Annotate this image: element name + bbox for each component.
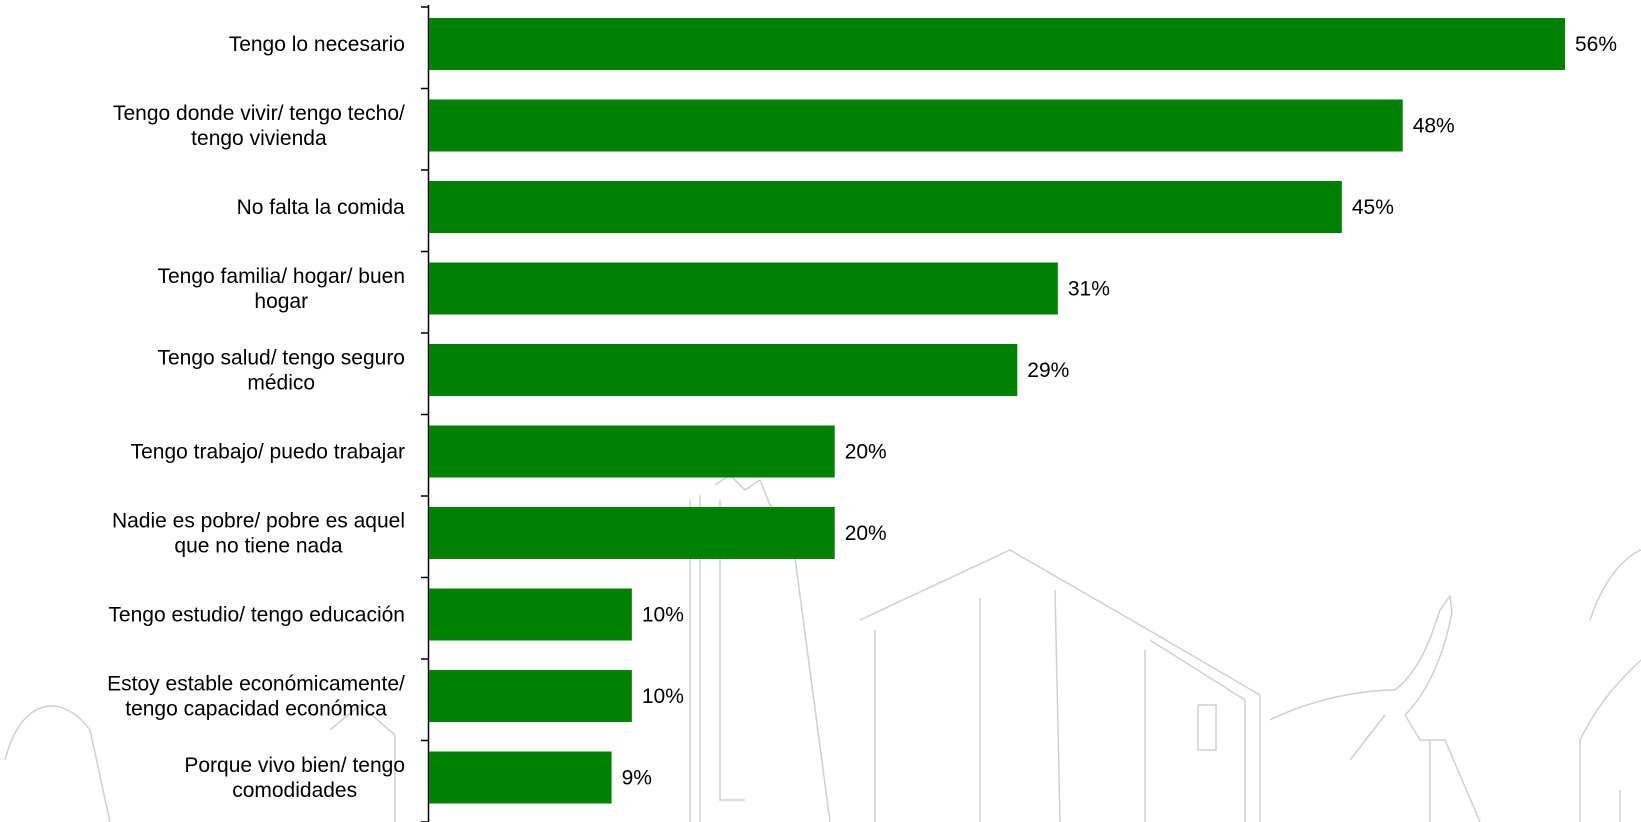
data-label: 45% (1352, 196, 1394, 219)
bars-group (429, 18, 1565, 804)
bar (429, 181, 1342, 233)
category-label: No falta la comida (237, 196, 405, 219)
data-label: 20% (845, 441, 887, 464)
data-label: 20% (845, 522, 887, 545)
data-label: 29% (1027, 359, 1069, 382)
category-label-line: tengo capacidad económica (125, 698, 387, 721)
data-label: 31% (1068, 278, 1110, 301)
category-label-line: comodidades (232, 779, 357, 802)
value-labels-group: 56% 48% 45% 31% 29% 20% 20% 10% 10% 9% (622, 33, 1617, 790)
data-label: 9% (622, 767, 652, 790)
bar (429, 344, 1018, 396)
category-label-line: Tengo estudio/ tengo educación (108, 604, 405, 627)
bar (429, 99, 1403, 152)
bar (429, 18, 1565, 70)
category-labels-group: Tengo lo necesario Tengo donde vivir/ ten… (107, 33, 405, 802)
category-label-line: Tengo trabajo/ puedo trabajar (131, 441, 405, 464)
category-label-line: No falta la comida (237, 196, 405, 219)
category-label-line: Porque vivo bien/ tengo (184, 754, 405, 777)
category-label-line: Tengo donde vivir/ tengo techo/ (113, 102, 405, 125)
category-label: Tengo donde vivir/ tengo techo/tengo viv… (113, 102, 405, 150)
category-label: Tengo estudio/ tengo educación (108, 604, 405, 627)
bar (429, 262, 1058, 315)
data-label: 56% (1575, 33, 1617, 56)
category-label-line: Tengo salud/ tengo seguro (157, 347, 405, 370)
category-label: Porque vivo bien/ tengo comodidades (184, 754, 405, 802)
category-label: Tengo lo necesario (229, 33, 405, 56)
bar (429, 670, 632, 722)
data-label: 10% (642, 685, 684, 708)
category-label-line: que no tiene nada (174, 535, 342, 558)
category-label-line: Tengo familia/ hogar/ buen (158, 265, 406, 288)
data-label: 10% (642, 604, 684, 627)
category-label: Tengo trabajo/ puedo trabajar (131, 441, 405, 464)
bar (429, 751, 612, 804)
category-label: Tengo familia/ hogar/ buen hogar (158, 265, 406, 313)
y-axis-ticks (421, 6, 429, 822)
category-label-line: Nadie es pobre/ pobre es aquel (112, 510, 405, 533)
bar (429, 507, 835, 559)
data-label: 48% (1413, 115, 1455, 138)
category-label-line: tengo vivienda (191, 127, 327, 150)
category-label-line: Estoy estable económicamente/ (107, 673, 405, 696)
bar (429, 588, 632, 641)
category-label-line: Tengo lo necesario (229, 33, 405, 56)
category-label-line: hogar (254, 290, 308, 313)
category-label: Tengo salud/ tengo seguro médico (157, 347, 405, 395)
category-label: Nadie es pobre/ pobre es aquel que no tie… (112, 510, 405, 558)
bar (429, 425, 835, 478)
category-label-line: médico (247, 372, 315, 395)
category-label: Estoy estable económicamente/tengo capac… (107, 673, 405, 721)
